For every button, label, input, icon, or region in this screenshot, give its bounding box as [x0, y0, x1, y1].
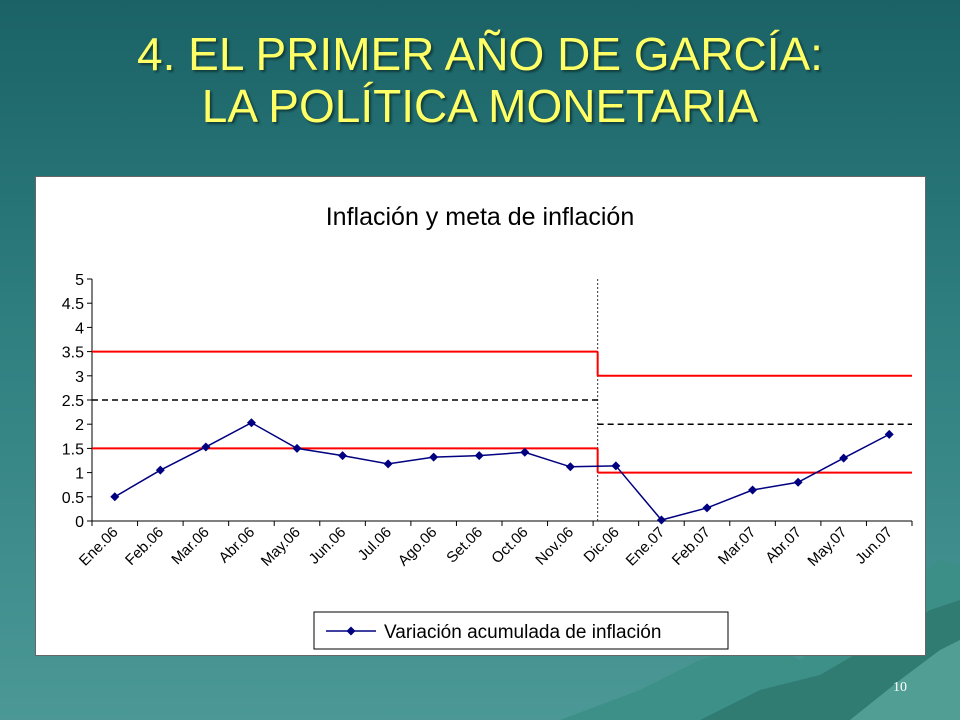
- x-tick-label: Ago.06: [395, 524, 441, 570]
- data-point: [155, 465, 165, 475]
- x-tick-label: Jun.06: [306, 524, 350, 568]
- data-point: [702, 503, 712, 513]
- x-tick-label: May.06: [258, 524, 304, 570]
- data-point: [565, 462, 575, 472]
- y-tick-label: 2.5: [62, 393, 84, 410]
- series-line: [114, 421, 890, 521]
- x-tick-label: Set.06: [443, 524, 486, 567]
- y-tick-label: 3.5: [62, 345, 84, 362]
- x-tick-label: Mar.07: [715, 524, 759, 568]
- y-tick-label: 4.5: [62, 296, 84, 313]
- x-tick-label: Dic.06: [581, 524, 623, 566]
- y-tick-label: 0: [75, 514, 84, 531]
- y-tick-label: 3: [75, 369, 84, 386]
- inflation-chart: Inflación y meta de inflación 0 0.5 1 1.5 2 2.…: [62, 203, 913, 650]
- data-point: [246, 418, 256, 428]
- y-tick-label: 2: [75, 417, 84, 434]
- data-point: [429, 452, 439, 462]
- x-tick-label: Jun.07: [852, 524, 896, 568]
- x-tick-label: Abr.06: [216, 524, 259, 567]
- x-tick-label: Ene.07: [623, 524, 669, 570]
- x-tick-label: May.07: [804, 524, 850, 570]
- data-point: [839, 453, 849, 463]
- legend-label: Variación acumulada de inflación: [384, 622, 661, 643]
- x-tick-label: Mar.06: [168, 524, 212, 568]
- chart-title: Inflación y meta de inflación: [326, 203, 635, 231]
- slide-title-line2: LA POLÍTICA MONETARIA: [201, 80, 759, 132]
- slide-title: 4. EL PRIMER AÑO DE GARCÍA: LA POLÍTICA …: [0, 28, 960, 132]
- page-number: 10: [893, 680, 907, 695]
- y-tick-label: 1.5: [62, 441, 84, 458]
- y-tick-label: 5: [75, 272, 84, 289]
- data-point: [201, 442, 211, 452]
- data-point: [474, 451, 484, 461]
- data-point: [656, 515, 666, 525]
- x-tick-label: Feb.06: [122, 524, 167, 569]
- x-tick-label: Jul.06: [355, 524, 395, 564]
- legend-marker: [346, 626, 356, 636]
- legend-box: [313, 611, 729, 650]
- data-point: [611, 461, 621, 471]
- slide-title-line1: 4. EL PRIMER AÑO DE GARCÍA:: [137, 28, 823, 80]
- y-tick-label: 4: [75, 320, 84, 337]
- data-point: [520, 447, 530, 457]
- x-tick-label: Feb.07: [669, 524, 714, 569]
- x-tick-label: Oct.06: [488, 524, 531, 567]
- chart-container: Inflación y meta de inflación 0 0.5 1 1.5 2 2.…: [35, 176, 926, 656]
- data-point: [338, 451, 348, 461]
- y-tick-label: 0.5: [62, 490, 84, 507]
- data-point: [110, 492, 120, 502]
- data-point: [383, 459, 393, 469]
- data-point: [292, 443, 302, 453]
- y-tick-label: 1: [75, 466, 84, 483]
- data-point: [793, 477, 803, 487]
- x-tick-label: Nov.06: [532, 524, 577, 569]
- data-point: [884, 429, 894, 439]
- x-tick-label: Abr.07: [762, 524, 805, 567]
- data-point: [748, 485, 758, 495]
